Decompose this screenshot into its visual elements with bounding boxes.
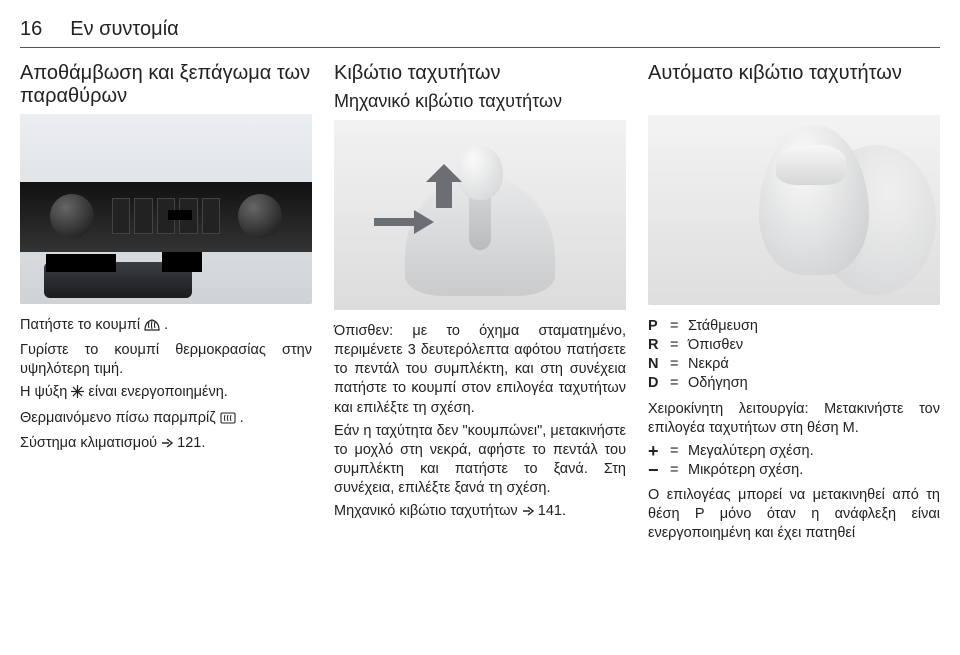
page-header: 16 Εν συντομία	[20, 18, 940, 48]
text: Η ψύξη	[20, 384, 71, 400]
gear-key: D	[648, 374, 664, 393]
text: Πατήστε το κουμπί	[20, 317, 144, 333]
list-item: N = Νεκρά	[648, 355, 940, 374]
col1-p4: Θερμαινόμενο πίσω παρμπρίζ .	[20, 409, 312, 430]
gear-val: Νεκρά	[688, 355, 940, 374]
reference-arrow-icon	[522, 504, 534, 523]
equals: =	[670, 317, 682, 336]
reference-arrow-icon	[161, 436, 173, 455]
list-item: R = Όπισθεν	[648, 336, 940, 355]
text: .	[164, 317, 168, 333]
page-root: 16 Εν συντομία Αποθάμβωση και ξεπάγωμα τ…	[0, 0, 960, 655]
col1-p2: Γυρίστε το κουμπί θερμοκρασίας στην υψηλ…	[20, 341, 312, 379]
col2-heading: Κιβώτιο ταχυτήτων	[334, 62, 626, 85]
figure-dashboard	[20, 114, 312, 304]
col1-p1: Πατήστε το κουμπί .	[20, 316, 312, 337]
text: είναι ενεργοποιημένη.	[88, 384, 227, 400]
sign-val: Μεγαλύτερη σχέση.	[688, 442, 940, 461]
equals: =	[670, 461, 682, 480]
column-1: Αποθάμβωση και ξεπάγωμα των παραθύρων Πα…	[20, 62, 312, 547]
gear-val: Στάθμευση	[688, 317, 940, 336]
col1-heading: Αποθάμβωση και ξεπάγωμα των παραθύρων	[20, 62, 312, 108]
gear-key: P	[648, 317, 664, 336]
shift-sign-definitions: + = Μεγαλύτερη σχέση. − = Μικρότερη σχέσ…	[648, 442, 940, 480]
page-number: 16	[20, 18, 42, 41]
gear-key: R	[648, 336, 664, 355]
column-2: Κιβώτιο ταχυτήτων Μηχανικό κιβώτιο ταχυτ…	[334, 62, 626, 547]
figure-auto-shifter	[648, 115, 940, 305]
page-ref: 121	[177, 435, 201, 451]
col3-heading: Αυτόματο κιβώτιο ταχυτήτων	[648, 62, 940, 85]
text: .	[201, 435, 205, 451]
snowflake-icon	[71, 385, 84, 404]
col2-subheading: Μηχανικό κιβώτιο ταχυτήτων	[334, 91, 626, 112]
gear-key: N	[648, 355, 664, 374]
col2-p1: Όπισθεν: με το όχημα σταματημένο, περιμέ…	[334, 322, 626, 418]
col1-p3: Η ψύξη είναι ενεργοποιημένη.	[20, 383, 312, 404]
col1-p5: Σύστημα κλιματισμού 121.	[20, 434, 312, 455]
text: Μηχανικό κιβώτιο ταχυτήτων	[334, 503, 522, 519]
rear-defrost-icon	[220, 411, 236, 430]
gear-val: Όπισθεν	[688, 336, 940, 355]
list-item: − = Μικρότερη σχέση.	[648, 461, 940, 480]
section-title: Εν συντομία	[70, 18, 178, 41]
sign-key: +	[648, 442, 664, 461]
list-item: P = Στάθμευση	[648, 317, 940, 336]
page-ref: 141	[538, 503, 562, 519]
figure-manual-shifter	[334, 120, 626, 310]
equals: =	[670, 374, 682, 393]
gear-definitions: P = Στάθμευση R = Όπισθεν N = Νεκρά D =	[648, 317, 940, 394]
list-item: D = Οδήγηση	[648, 374, 940, 393]
equals: =	[670, 442, 682, 461]
text: Θερμαινόμενο πίσω παρμπρίζ	[20, 410, 220, 426]
gear-val: Οδήγηση	[688, 374, 940, 393]
text: .	[240, 410, 244, 426]
equals: =	[670, 336, 682, 355]
column-3: Αυτόματο κιβώτιο ταχυτήτων P = Στάθμευση…	[648, 62, 940, 547]
list-item: + = Μεγαλύτερη σχέση.	[648, 442, 940, 461]
text: .	[562, 503, 566, 519]
col3-p2: Ο επιλογέας μπορεί να μετακινηθεί από τη…	[648, 486, 940, 543]
defrost-icon	[144, 317, 160, 337]
col2-p2: Εάν η ταχύτητα δεν "κουμπώνει", μετακινή…	[334, 422, 626, 499]
sign-val: Μικρότερη σχέση.	[688, 461, 940, 480]
col3-p1: Χειροκίνητη λειτουργία: Μετακινήστε τον …	[648, 400, 940, 438]
columns: Αποθάμβωση και ξεπάγωμα των παραθύρων Πα…	[20, 62, 940, 547]
col2-p3: Μηχανικό κιβώτιο ταχυτήτων 141.	[334, 502, 626, 523]
text: Σύστημα κλιματισμού	[20, 435, 161, 451]
equals: =	[670, 355, 682, 374]
sign-key: −	[648, 461, 664, 480]
